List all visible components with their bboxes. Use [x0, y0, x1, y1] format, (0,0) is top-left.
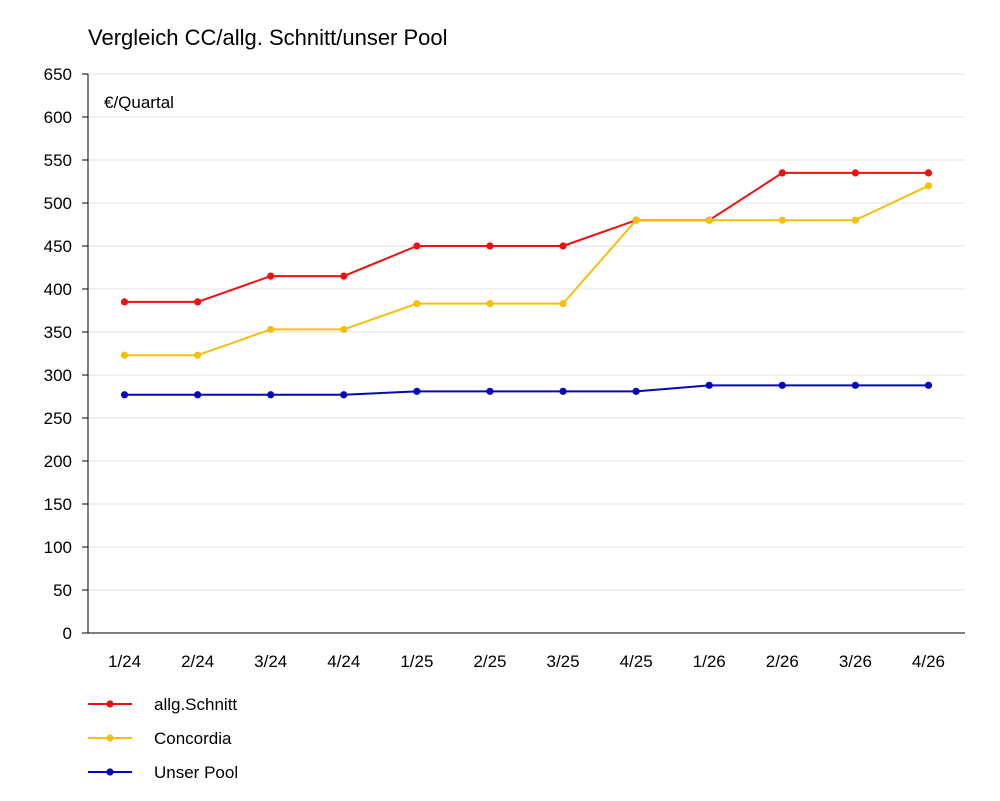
x-tick-label: 2/24 — [181, 652, 214, 671]
data-point — [120, 391, 129, 399]
data-point — [413, 300, 421, 308]
y-tick-label: 150 — [44, 495, 72, 514]
data-point — [413, 387, 421, 395]
legend-label: Unser Pool — [154, 763, 238, 782]
data-point — [486, 242, 494, 250]
unit-label: €/Quartal — [104, 93, 174, 112]
data-point — [267, 272, 275, 280]
y-tick-label: 100 — [44, 538, 72, 557]
y-tick-label: 450 — [44, 237, 72, 256]
data-point — [267, 325, 275, 334]
data-point — [194, 391, 202, 399]
data-point — [778, 216, 786, 224]
y-tick-label: 400 — [44, 280, 72, 299]
data-point — [632, 216, 640, 224]
legend-swatch-marker — [106, 700, 114, 708]
grid-lines — [88, 73, 965, 591]
chart-title: Vergleich CC/allg. Schnitt/unser Pool — [88, 25, 448, 50]
data-point — [559, 387, 567, 395]
series-unser-pool — [120, 381, 933, 399]
legend-label: Concordia — [154, 729, 232, 748]
x-tick-label: 4/24 — [327, 652, 360, 671]
data-point — [267, 391, 275, 399]
data-point — [340, 391, 348, 399]
axes — [82, 73, 965, 634]
y-tick-label: 650 — [44, 65, 72, 84]
legend: allg.Schnitt Concordia Unser Pool — [88, 695, 238, 782]
data-point — [120, 298, 129, 306]
data-point — [705, 381, 713, 389]
data-point — [778, 381, 786, 389]
legend-item: allg.Schnitt — [88, 695, 237, 714]
x-tick-label: 1/26 — [693, 652, 726, 671]
y-tick-label: 0 — [63, 624, 72, 643]
series-lines — [120, 169, 933, 399]
data-point — [413, 242, 421, 250]
data-point — [194, 351, 202, 359]
data-point — [851, 169, 859, 177]
x-tick-labels: 1/24 2/24 3/24 4/24 1/25 2/25 3/25 4/25 1/26 2/26… — [108, 652, 945, 671]
data-point — [486, 300, 494, 308]
x-tick-label: 2/25 — [473, 652, 506, 671]
y-tick-label: 500 — [44, 194, 72, 213]
legend-swatch-marker — [106, 768, 114, 776]
y-tick-label: 550 — [44, 151, 72, 170]
y-tick-labels: 0 50 100 150 200 250 300 350 400 450 500 550 600 650 — [44, 65, 72, 643]
y-tick-label: 250 — [44, 409, 72, 428]
data-point — [632, 387, 640, 395]
x-tick-label: 2/26 — [766, 652, 799, 671]
x-tick-label: 1/25 — [400, 652, 433, 671]
y-tick-label: 50 — [53, 581, 72, 600]
data-point — [924, 182, 933, 190]
y-tick-label: 600 — [44, 108, 72, 127]
legend-label: allg.Schnitt — [154, 695, 237, 714]
data-point — [194, 298, 202, 306]
series-concordia — [120, 182, 933, 359]
legend-item: Concordia — [88, 729, 232, 748]
data-point — [340, 272, 348, 280]
data-point — [851, 216, 859, 224]
data-point — [851, 381, 859, 389]
x-tick-label: 4/26 — [912, 652, 945, 671]
series-allg-schnitt — [120, 169, 933, 306]
series-line — [124, 171, 929, 303]
data-point — [705, 216, 713, 224]
y-tick-label: 300 — [44, 366, 72, 385]
x-tick-label: 1/24 — [108, 652, 141, 671]
data-point — [120, 351, 129, 359]
y-tick-label: 200 — [44, 452, 72, 471]
legend-item: Unser Pool — [88, 763, 238, 782]
data-point — [340, 325, 348, 334]
x-tick-label: 3/25 — [546, 652, 579, 671]
x-tick-label: 3/26 — [839, 652, 872, 671]
data-point — [924, 381, 933, 389]
data-point — [486, 387, 494, 395]
series-line — [124, 384, 929, 396]
x-tick-label: 3/24 — [254, 652, 287, 671]
data-point — [778, 169, 786, 177]
x-tick-label: 4/25 — [620, 652, 653, 671]
y-tick-label: 350 — [44, 323, 72, 342]
data-point — [559, 300, 567, 308]
legend-swatch-marker — [106, 734, 114, 742]
series-line — [124, 184, 929, 357]
data-point — [924, 169, 933, 177]
data-point — [559, 242, 567, 250]
